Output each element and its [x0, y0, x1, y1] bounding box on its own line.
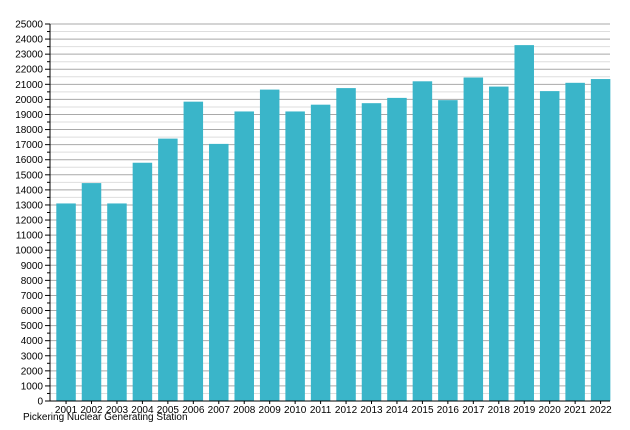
bar-2022	[590, 79, 611, 401]
x-axis-label-2021: 2021	[564, 405, 587, 416]
x-axis-label-2006: 2006	[182, 405, 205, 416]
x-axis-label-2010: 2010	[284, 405, 307, 416]
bar-2021	[565, 82, 585, 401]
bar-2003	[107, 203, 127, 401]
bar-2009	[259, 89, 280, 401]
x-axis-label-2002: 2002	[80, 405, 103, 416]
bar-2011	[310, 104, 331, 402]
y-axis-label-6000: 6000	[21, 306, 44, 317]
bar-2005	[158, 138, 178, 402]
y-axis-label-5000: 5000	[21, 321, 44, 332]
y-axis-label-4000: 4000	[21, 336, 44, 347]
bar-2002	[81, 183, 102, 401]
y-axis-label-10000: 10000	[15, 246, 43, 257]
y-axis-label-20000: 20000	[15, 95, 43, 106]
chart-caption: Pickering Nuclear Generating Station	[23, 412, 188, 423]
bar-2018	[489, 86, 509, 401]
x-axis-labels-group: 2001 2002 2003 2004 2005 2006 2007 2008 2009 2010…	[55, 405, 612, 416]
y-axis-label-8000: 8000	[21, 276, 44, 287]
x-axis-label-2019: 2019	[513, 405, 536, 416]
x-axis-label-2018: 2018	[488, 405, 511, 416]
x-axis-label-2022: 2022	[589, 405, 612, 416]
bar-2016	[438, 100, 458, 402]
y-axis-labels-group: 0 1000 2000 3000 4000 5000 6000 7000 8000 9000 100…	[15, 20, 43, 408]
y-axis-label-7000: 7000	[21, 291, 44, 302]
y-axis-label-12000: 12000	[15, 216, 43, 227]
bar-2006	[183, 101, 204, 401]
y-axis-label-22000: 22000	[15, 65, 43, 76]
y-axis-label-23000: 23000	[15, 50, 43, 61]
bars-group	[56, 45, 611, 402]
bar-2012	[336, 88, 356, 401]
x-axis-label-2013: 2013	[360, 405, 383, 416]
bar-2013	[361, 103, 382, 402]
y-axis-label-14000: 14000	[15, 185, 43, 196]
bar-2017	[463, 77, 484, 401]
bar-2020	[539, 91, 560, 402]
x-axis-label-2005: 2005	[157, 405, 180, 416]
y-axis-label-25000: 25000	[15, 20, 43, 31]
bar-2004	[132, 162, 153, 401]
y-axis-label-13000: 13000	[15, 200, 43, 211]
x-axis-label-2011: 2011	[310, 405, 332, 416]
bar-2008	[234, 111, 254, 402]
y-axis-label-17000: 17000	[15, 140, 43, 151]
y-axis-label-2000: 2000	[21, 366, 44, 377]
x-axis-label-2001: 2001	[55, 405, 78, 416]
x-axis-label-2004: 2004	[131, 405, 154, 416]
y-axis-label-3000: 3000	[21, 351, 44, 362]
x-axis-ticks-group	[65, 401, 602, 404]
x-axis-label-2007: 2007	[208, 405, 231, 416]
y-axis-label-19000: 19000	[15, 110, 43, 121]
x-axis-label-2020: 2020	[539, 405, 562, 416]
y-axis-label-21000: 21000	[15, 80, 43, 91]
y-axis-ticks-group	[45, 23, 50, 402]
bar-2007	[209, 143, 229, 401]
x-axis-label-2008: 2008	[233, 405, 256, 416]
y-axis-label-15000: 15000	[15, 170, 43, 181]
bar-2010	[285, 111, 305, 402]
bar-2001	[56, 203, 76, 401]
y-axis-label-16000: 16000	[15, 155, 43, 166]
bar-2014	[387, 97, 407, 401]
x-axis-label-2003: 2003	[106, 405, 129, 416]
x-axis-label-2009: 2009	[259, 405, 282, 416]
x-axis-label-2016: 2016	[437, 405, 460, 416]
y-axis-label-11000: 11000	[16, 231, 44, 242]
x-axis-label-2014: 2014	[386, 405, 409, 416]
y-axis-label-0: 0	[37, 397, 43, 408]
y-axis-label-1000: 1000	[21, 381, 44, 392]
y-axis-label-18000: 18000	[15, 125, 43, 136]
x-axis-label-2012: 2012	[335, 405, 358, 416]
bar-2019	[514, 45, 534, 402]
bar-2015	[412, 81, 433, 402]
x-axis-label-2015: 2015	[411, 405, 434, 416]
x-axis-label-2017: 2017	[462, 405, 485, 416]
y-axis-label-9000: 9000	[21, 261, 44, 272]
y-axis-label-24000: 24000	[15, 35, 43, 46]
